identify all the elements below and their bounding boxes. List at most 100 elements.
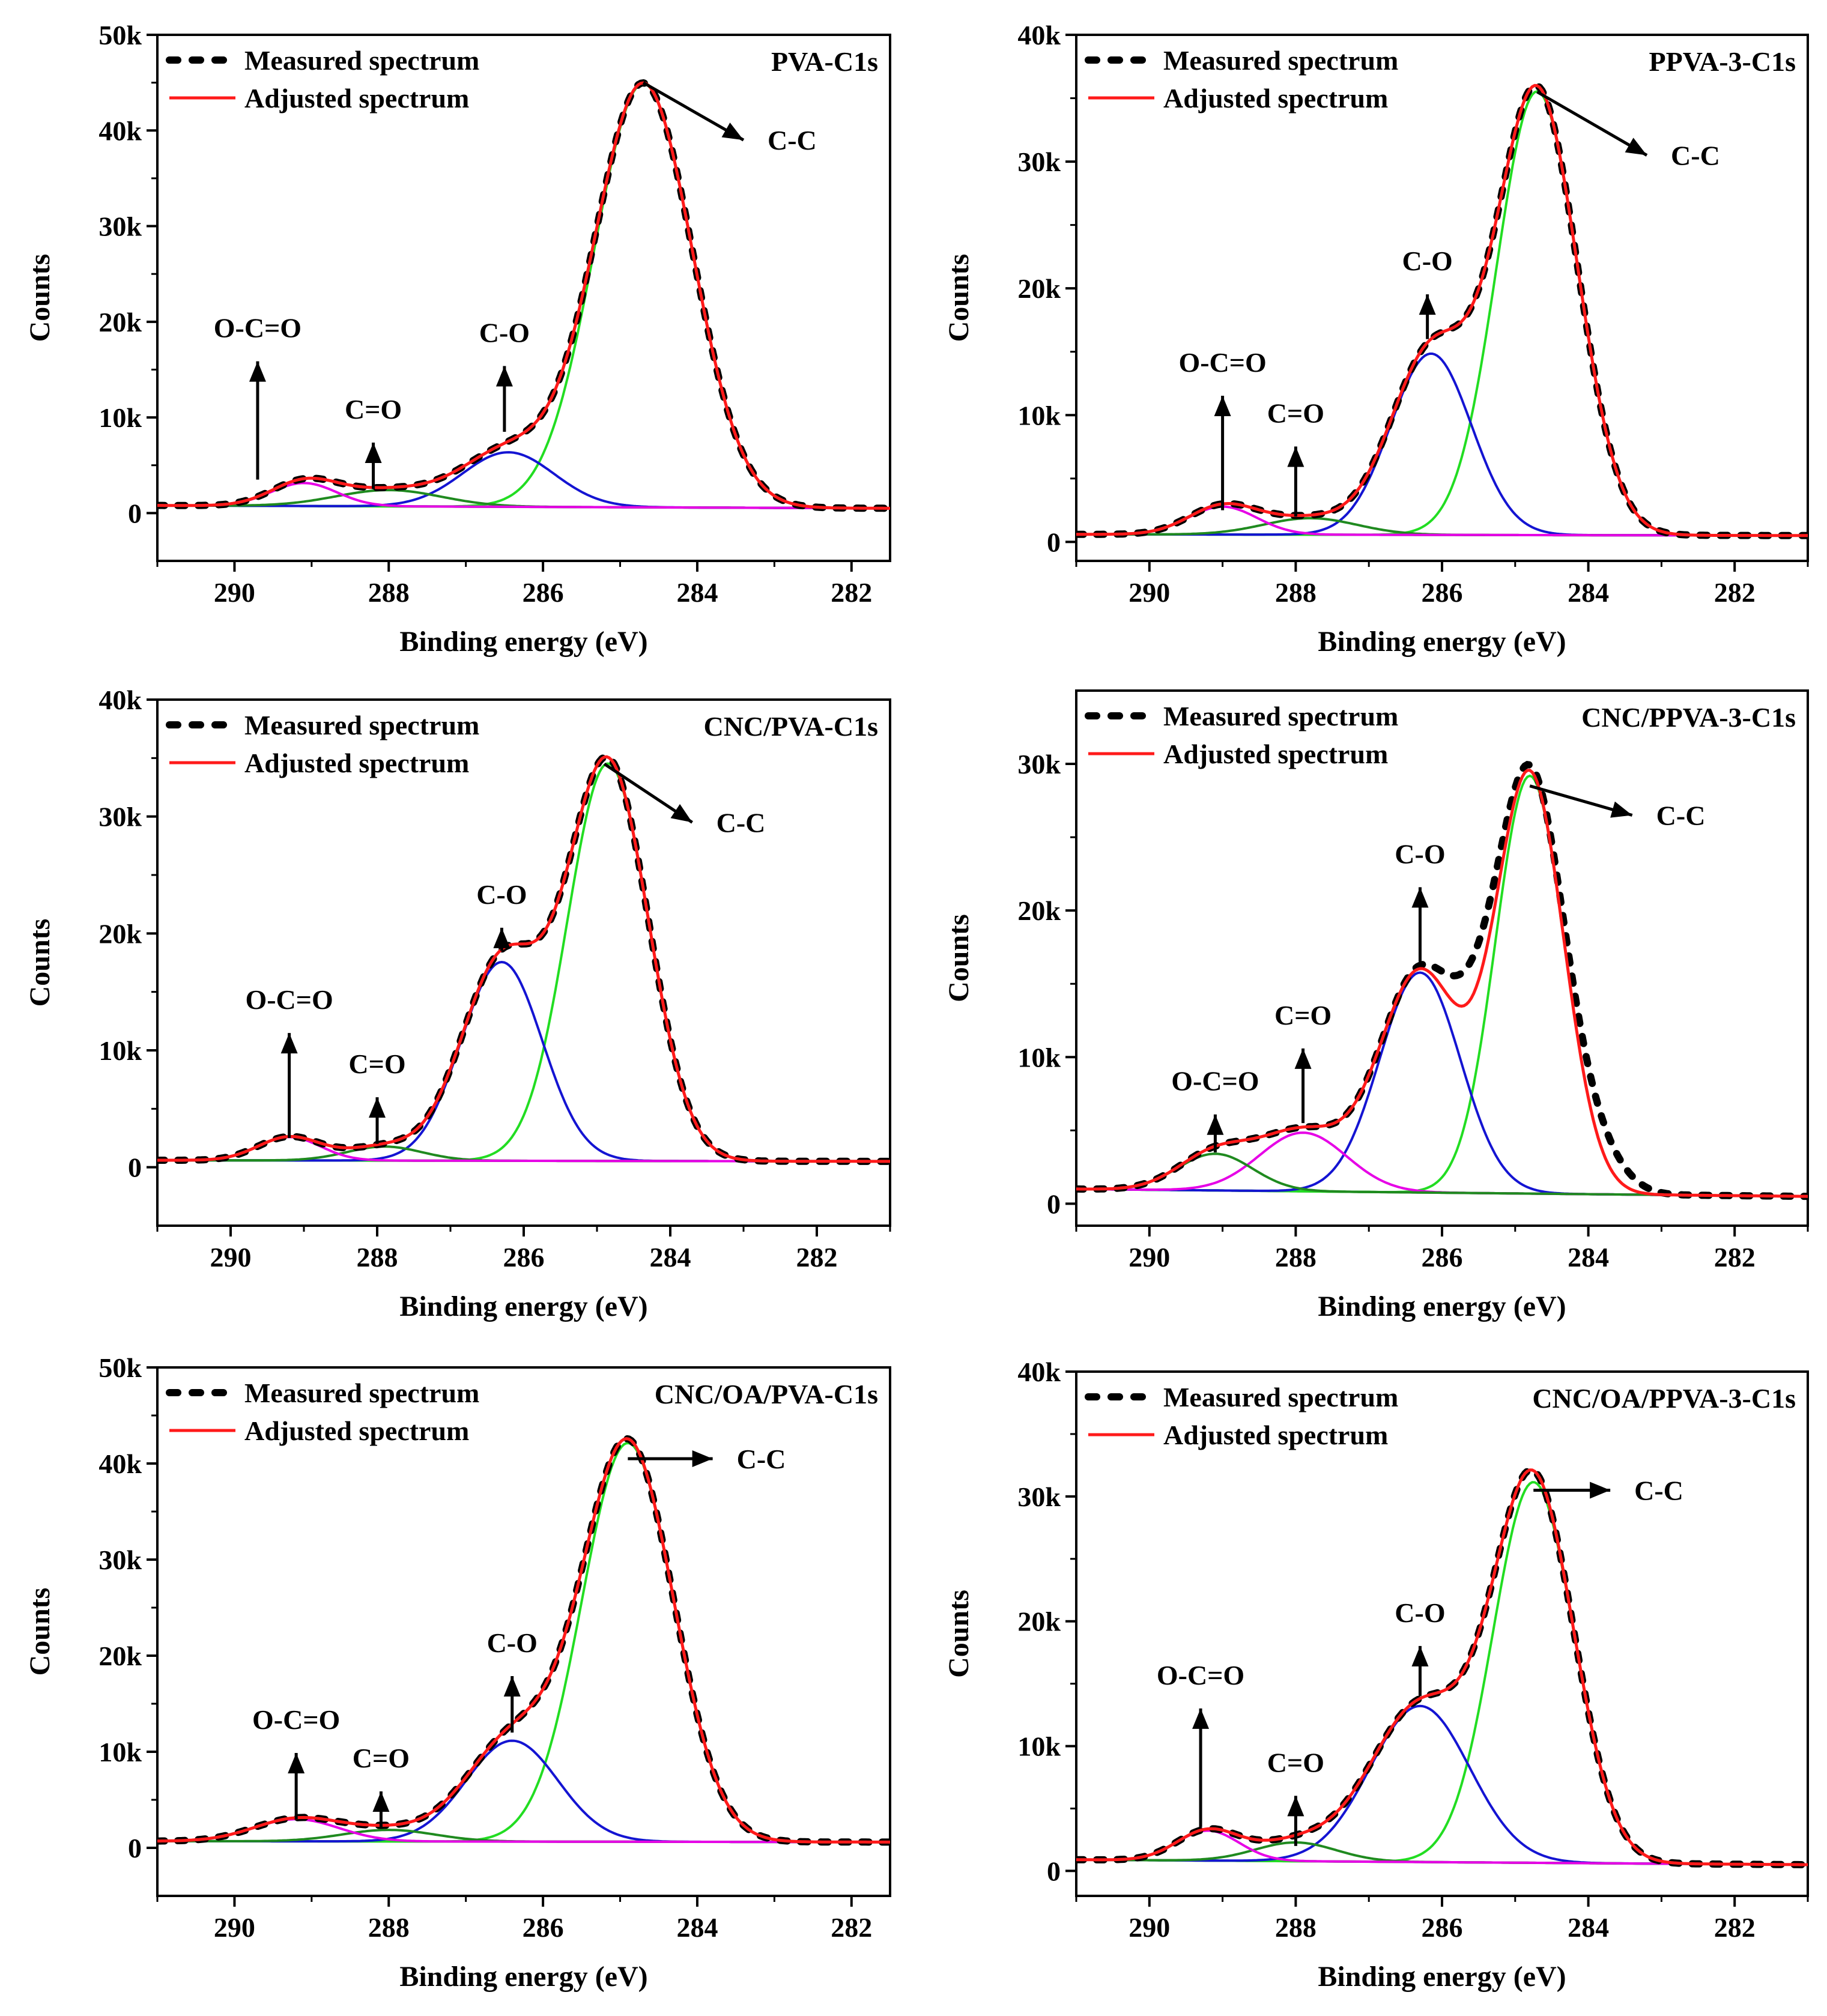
y-axis-title: Counts xyxy=(24,254,56,342)
annotation: C=O xyxy=(1274,1000,1332,1124)
y-tick-label: 50k xyxy=(98,1352,142,1383)
annotation-arrow-head xyxy=(1192,1708,1210,1729)
x-tick-label: 284 xyxy=(1568,577,1609,608)
x-axis-title: Binding energy (eV) xyxy=(399,626,647,658)
axes-frame xyxy=(156,1366,891,1897)
legend-label-measured: Measured spectrum xyxy=(1163,1382,1398,1412)
x-tick-label: 282 xyxy=(796,1242,838,1273)
x-tick-label: 286 xyxy=(1422,1912,1463,1943)
legend: Measured spectrum Adjusted spectrum xyxy=(1085,1382,1398,1450)
y-tick-label: 30k xyxy=(98,211,142,242)
annotation-label: O-C=O xyxy=(252,1704,340,1735)
y-tick-label: 40k xyxy=(98,115,142,146)
curves xyxy=(1076,1466,1808,1868)
y-tick-label: 10k xyxy=(1017,1731,1061,1762)
annotation-label: O-C=O xyxy=(245,984,333,1015)
x-tick-label: 286 xyxy=(1422,577,1463,608)
axes-frame xyxy=(156,34,891,562)
annotation-arrow-head xyxy=(1294,1048,1312,1069)
annotation: C-C xyxy=(1536,90,1720,171)
annotation-arrow-head xyxy=(288,1753,305,1773)
axes-frame xyxy=(1075,689,1809,1227)
legend-label-adjusted: Adjusted spectrum xyxy=(1163,83,1388,114)
annotation-arrow-head xyxy=(1287,1796,1304,1817)
x-tick-label: 282 xyxy=(1714,1912,1756,1943)
y-tick-label: 40k xyxy=(98,685,142,715)
annotation-arrow-head xyxy=(249,361,266,382)
legend-label-measured: Measured spectrum xyxy=(244,1378,479,1408)
annotation-label: O-C=O xyxy=(1157,1660,1244,1691)
curves xyxy=(1076,760,1808,1200)
annotation: C-C xyxy=(1529,784,1705,831)
y-tick-label: 20k xyxy=(98,1641,142,1671)
x-axis-title: Binding energy (eV) xyxy=(1318,1291,1566,1322)
annotation-arrow-head xyxy=(721,123,744,141)
x-tick-label: 286 xyxy=(523,1912,564,1943)
x-axis-title: Binding energy (eV) xyxy=(399,1291,647,1322)
y-tick-label: 10k xyxy=(98,1737,142,1767)
annotation: C-C xyxy=(628,1444,786,1474)
annotation: C=O xyxy=(348,1049,406,1144)
adjusted-spectrum-line xyxy=(157,755,890,1163)
y-tick-label: 10k xyxy=(98,1035,142,1066)
legend: Measured spectrum Adjusted spectrum xyxy=(1085,701,1398,769)
annotation: C-O xyxy=(476,879,527,951)
annotation-arrow-head xyxy=(1610,801,1632,818)
legend: Measured spectrum Adjusted spectrum xyxy=(166,45,479,114)
annotation-arrow-head xyxy=(1590,1482,1611,1499)
y-tick-label: 20k xyxy=(98,307,142,338)
x-axis-title: Binding energy (eV) xyxy=(399,1961,647,1993)
axes-frame xyxy=(156,698,891,1227)
annotation-label: C=O xyxy=(348,1049,405,1079)
x-axis-title: Binding energy (eV) xyxy=(1318,1961,1566,1993)
x-tick-label: 286 xyxy=(503,1242,545,1273)
annotation-label: C-O xyxy=(476,879,527,910)
y-tick-label: 10k xyxy=(1017,400,1061,431)
chart-panel-1: 290 288 286 284 282 0 10k 20k 30k 40k 50k Binding e… xyxy=(24,20,891,658)
chart-panel-3: 290 288 286 284 282 0 10k 20k 30k 40k Binding ener… xyxy=(24,685,891,1322)
legend-label-adjusted: Adjusted spectrum xyxy=(244,748,469,778)
annotation-arrow-head xyxy=(1411,887,1429,908)
y-tick-label: 40k xyxy=(1017,1357,1061,1387)
annotation-arrow-head xyxy=(1207,1114,1224,1135)
annotation-label: C-C xyxy=(737,1444,786,1474)
annotation: C-O xyxy=(487,1627,538,1733)
annotation-label: C-O xyxy=(1402,246,1452,276)
annotation-label: O-C=O xyxy=(1171,1066,1259,1097)
y-tick-label: 0 xyxy=(1047,1188,1061,1219)
legend-label-measured: Measured spectrum xyxy=(1163,45,1398,76)
legend: Measured spectrum Adjusted spectrum xyxy=(1085,45,1398,114)
annotation: C-O xyxy=(1395,1597,1446,1697)
x-axis-title: Binding energy (eV) xyxy=(1318,626,1566,658)
x-tick-label: 284 xyxy=(1568,1912,1609,1943)
y-axis-title: Counts xyxy=(943,254,975,342)
annotation-arrow-head xyxy=(372,1791,390,1812)
x-tick-label: 286 xyxy=(1422,1242,1463,1273)
curves xyxy=(157,1435,890,1846)
measured-spectrum-line xyxy=(157,753,890,1165)
annotation-label: O-C=O xyxy=(214,313,301,344)
annotation-arrow-head xyxy=(1419,294,1436,315)
annotation-label: C-C xyxy=(717,807,766,838)
x-tick-label: 290 xyxy=(1129,1242,1170,1273)
x-tick-label: 288 xyxy=(1275,1912,1316,1943)
chart-panel-4: 290 288 286 284 282 0 10k 20k 30k Binding energy … xyxy=(943,689,1809,1322)
peak-c-o xyxy=(157,1739,890,1844)
x-tick-label: 286 xyxy=(523,577,564,608)
y-tick-label: 20k xyxy=(1017,273,1061,304)
curves xyxy=(157,753,890,1165)
panel-title: CNC/PVA-C1s xyxy=(704,711,879,742)
adjusted-spectrum-line xyxy=(157,1437,890,1844)
y-axis-title: Counts xyxy=(943,914,975,1002)
annotation-arrow-head xyxy=(493,927,511,948)
y-tick-label: 40k xyxy=(1017,20,1061,50)
y-tick-label: 0 xyxy=(1047,527,1061,557)
x-tick-label: 290 xyxy=(214,1912,255,1943)
annotation-arrow-head xyxy=(495,366,513,387)
y-tick-label: 20k xyxy=(98,918,142,949)
y-tick-label: 50k xyxy=(98,20,142,50)
annotation-arrow-head xyxy=(1287,446,1304,467)
annotation-arrow-head xyxy=(670,804,692,823)
y-tick-label: 30k xyxy=(1017,1482,1061,1512)
annotation: C=O xyxy=(1267,1747,1324,1846)
